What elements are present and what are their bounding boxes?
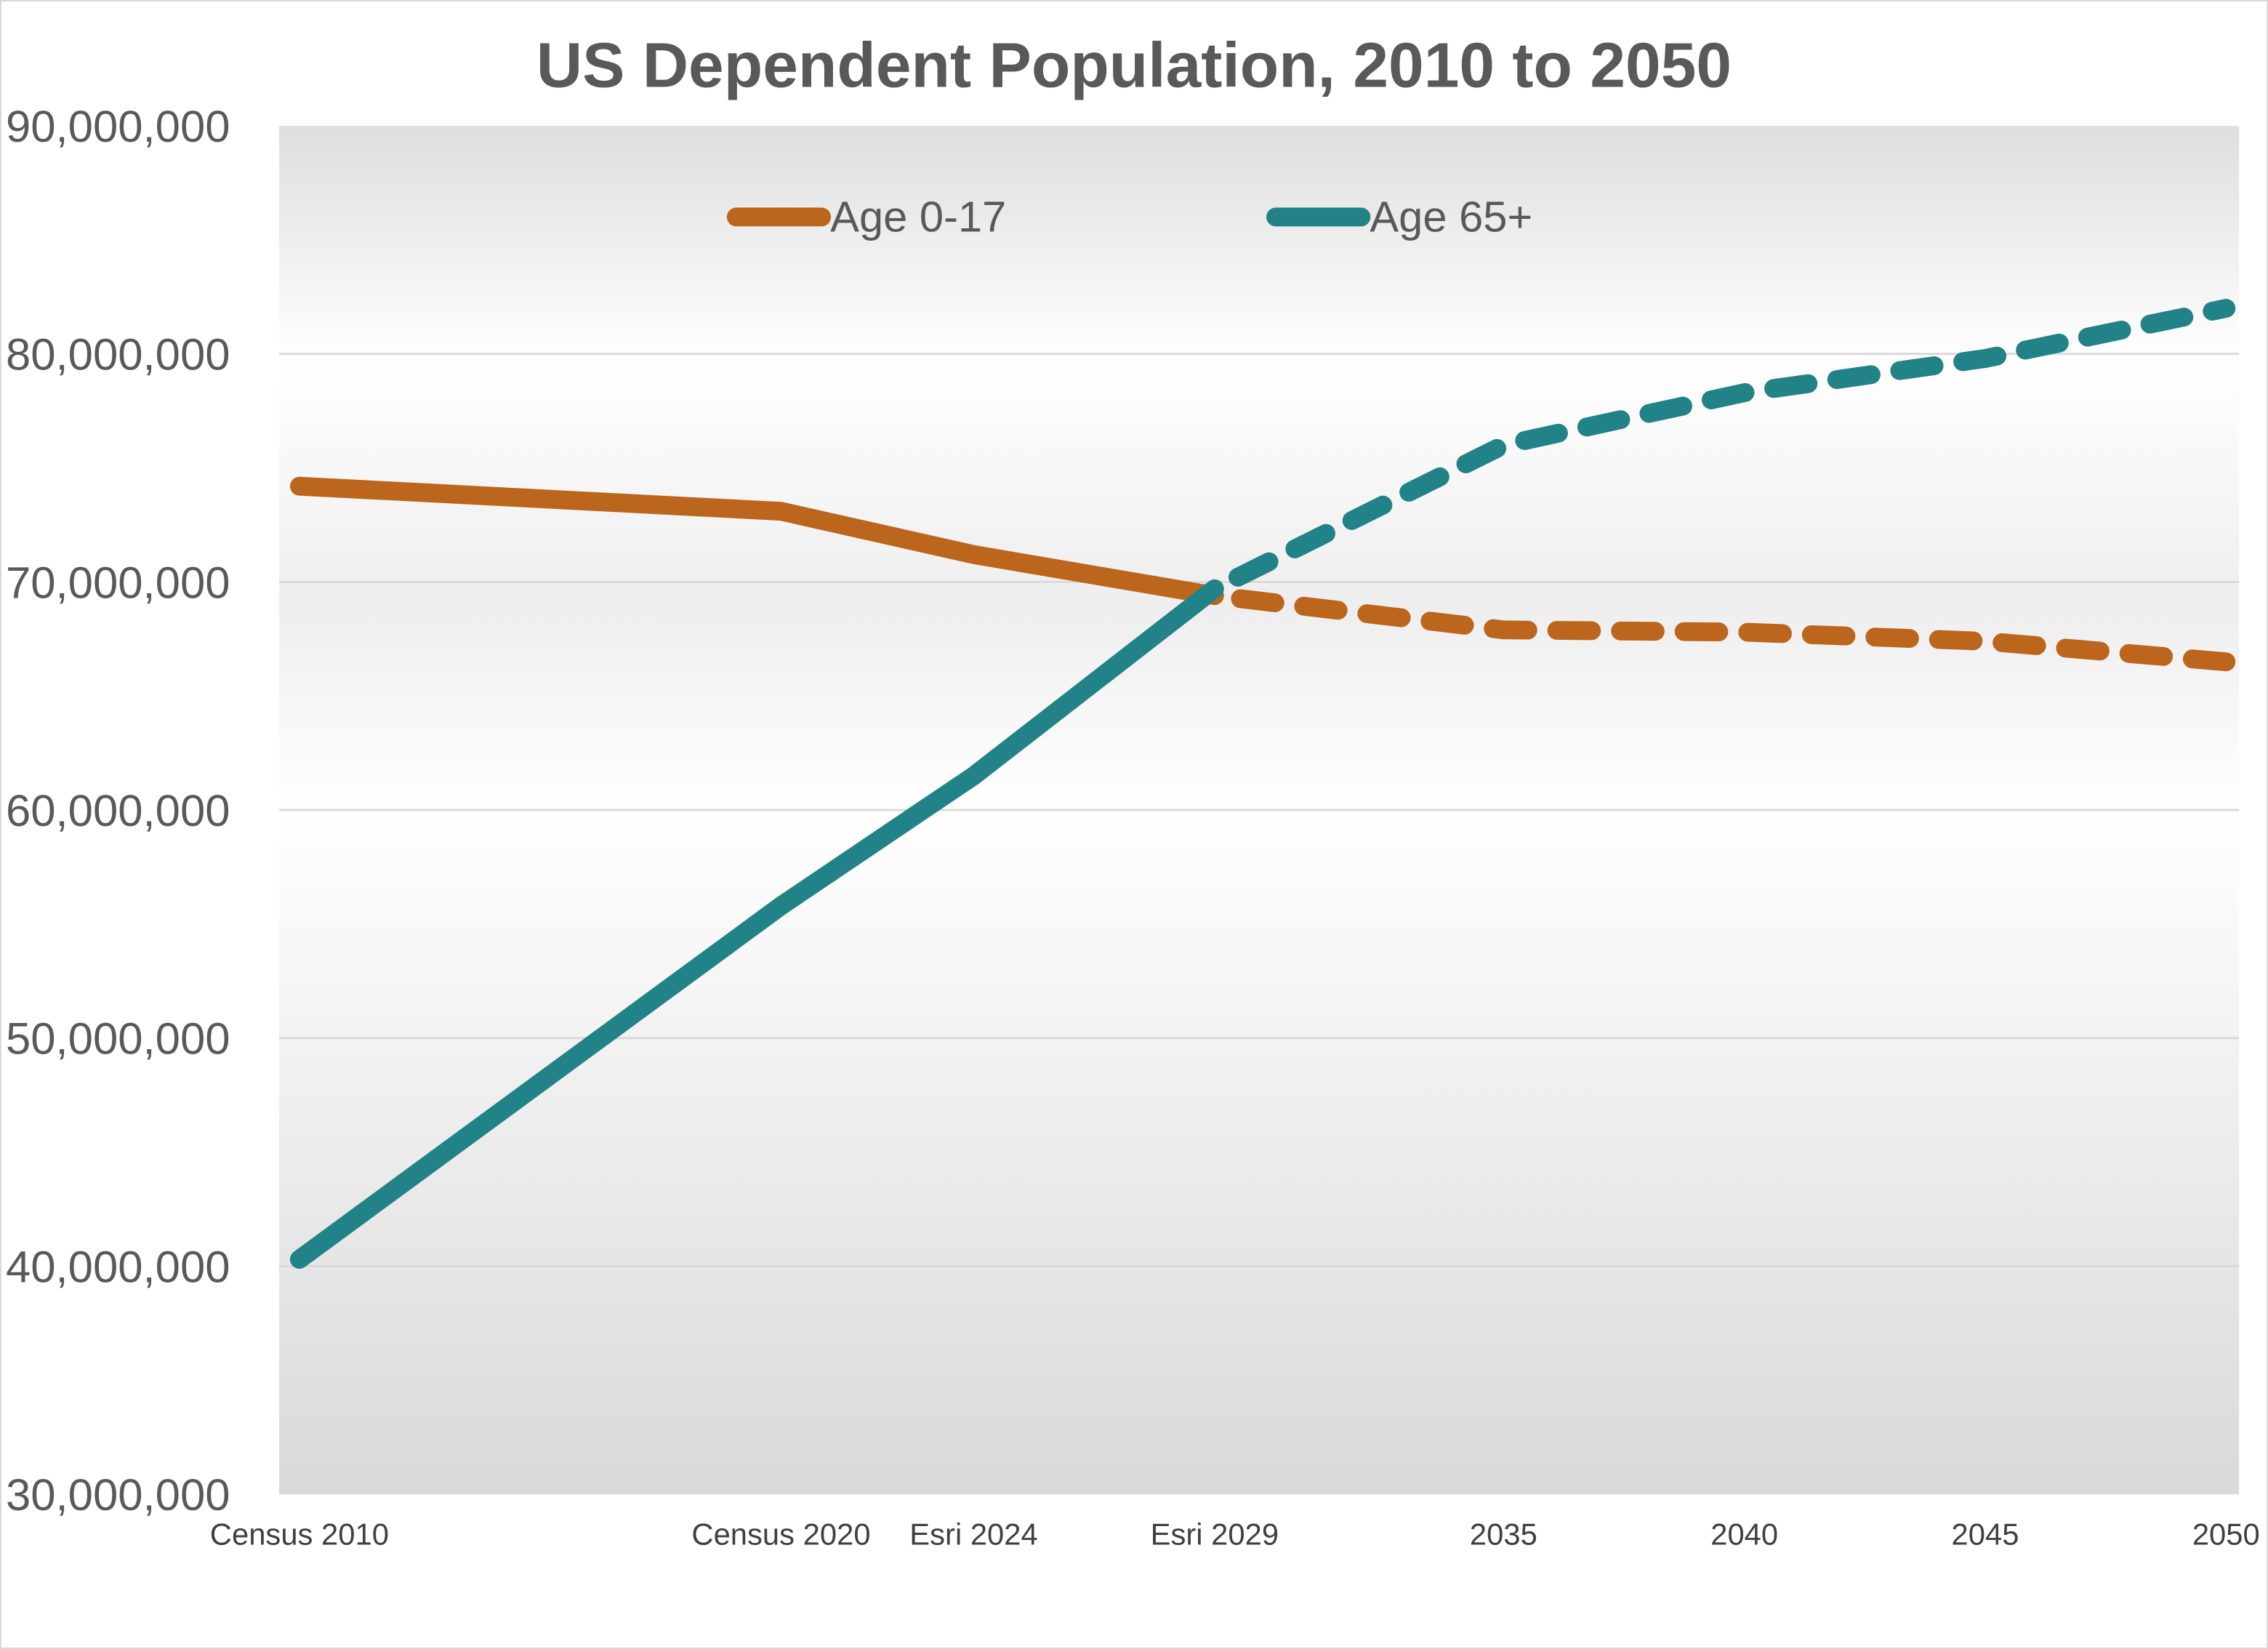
y-tick-label: 70,000,000: [6, 558, 230, 608]
x-tick-label: Census 2010: [210, 1517, 389, 1552]
y-tick-label: 30,000,000: [6, 1470, 230, 1520]
series-line-age-0-17: [289, 476, 1224, 606]
x-tick-label: Census 2020: [691, 1517, 870, 1552]
y-tick-label: 50,000,000: [6, 1014, 230, 1064]
x-tick-label: Esri 2024: [909, 1517, 1037, 1552]
x-tick-label: 2035: [1470, 1517, 1537, 1552]
chart-title: US Dependent Population, 2010 to 2050: [536, 29, 1732, 100]
y-tick-label: 80,000,000: [6, 330, 230, 380]
y-tick-label: 60,000,000: [6, 786, 230, 836]
y-tick-label: 40,000,000: [6, 1242, 230, 1292]
x-tick-label: 2045: [1952, 1517, 2019, 1552]
legend-label-age-0-17: Age 0-17: [830, 192, 1006, 241]
legend-label-age-65-plus: Age 65+: [1370, 192, 1532, 241]
x-tick-label: 2040: [1710, 1517, 1778, 1552]
x-tick-label: Esri 2029: [1151, 1517, 1279, 1552]
y-tick-label: 90,000,000: [6, 102, 230, 152]
series-line-age-65-plus: [289, 579, 1224, 1269]
legend: Age 0-17 Age 65+: [726, 192, 1532, 241]
x-tick-label: 2050: [2192, 1517, 2260, 1552]
